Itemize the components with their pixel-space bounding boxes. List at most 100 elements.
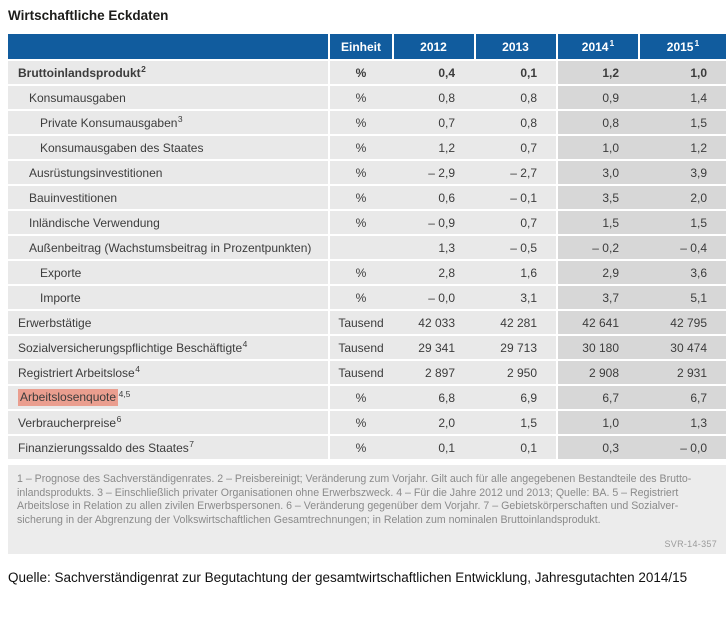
value-cell: – 2,7 xyxy=(474,161,556,184)
unit-cell: % xyxy=(328,161,392,184)
value-cell: – 0,4 xyxy=(638,236,726,259)
table-row: Erwerbstätige Tausend 42 033 42 281 42 6… xyxy=(8,311,726,334)
value-cell: 3,1 xyxy=(474,286,556,309)
value-cell: 29 341 xyxy=(392,336,474,359)
row-label: Bruttoinlandsprodukt 2 xyxy=(8,61,328,84)
value-cell: 0,8 xyxy=(392,86,474,109)
row-label: Importe xyxy=(8,286,328,309)
value-cell: 42 795 xyxy=(638,311,726,334)
row-label: Verbraucherpreise 6 xyxy=(8,411,328,434)
value-cell: 2,0 xyxy=(392,411,474,434)
value-cell: 1,2 xyxy=(556,61,638,84)
unit-cell: Tausend xyxy=(328,336,392,359)
value-cell: 6,9 xyxy=(474,386,556,409)
value-cell: 30 180 xyxy=(556,336,638,359)
header-label-spacer xyxy=(8,34,328,59)
footnote-line: Arbeitslose in Relation zu allen zivilen… xyxy=(17,500,679,513)
value-cell: 3,9 xyxy=(638,161,726,184)
row-label-text: Erwerbstätige xyxy=(18,315,92,330)
value-cell: 5,1 xyxy=(638,286,726,309)
table-row: Arbeitslosenquote 4,5 % 6,8 6,9 6,7 6,7 xyxy=(8,386,726,409)
value-cell: 2,9 xyxy=(556,261,638,284)
row-label-footnote-ref: 4,5 xyxy=(118,389,131,400)
value-cell: 29 713 xyxy=(474,336,556,359)
value-cell: 1,6 xyxy=(474,261,556,284)
row-label-text: Inländische Verwendung xyxy=(29,215,160,230)
table-row: Außenbeitrag (Wachstumsbeitrag in Prozen… xyxy=(8,236,726,259)
row-label-text: Finanzierungssaldo des Staates xyxy=(18,440,189,455)
value-cell: 2,0 xyxy=(638,186,726,209)
table-row: Private Konsumausgaben 3 % 0,7 0,8 0,8 1,… xyxy=(8,111,726,134)
row-label-text: Konsumausgaben xyxy=(29,90,126,105)
value-cell: 1,0 xyxy=(556,411,638,434)
row-label: Konsumausgaben xyxy=(8,86,328,109)
table-row: Verbraucherpreise 6 % 2,0 1,5 1,0 1,3 xyxy=(8,411,726,434)
value-cell: – 0,2 xyxy=(556,236,638,259)
unit-cell: % xyxy=(328,436,392,459)
value-cell: – 0,0 xyxy=(638,436,726,459)
value-cell: 0,1 xyxy=(474,436,556,459)
table-row: Sozialversicherungspflichtige Beschäftig… xyxy=(8,336,726,359)
value-cell: 2 950 xyxy=(474,361,556,384)
value-cell: 0,4 xyxy=(392,61,474,84)
value-cell: 1,0 xyxy=(638,61,726,84)
page-title: Wirtschaftliche Eckdaten xyxy=(8,8,169,23)
unit-cell: % xyxy=(328,136,392,159)
value-cell: – 0,0 xyxy=(392,286,474,309)
row-label-text: Exporte xyxy=(40,265,82,280)
table-row: Importe % – 0,0 3,1 3,7 5,1 xyxy=(8,286,726,309)
row-label: Arbeitslosenquote 4,5 xyxy=(8,386,328,409)
value-cell: 42 281 xyxy=(474,311,556,334)
row-label-text: Außenbeitrag (Wachstumsbeitrag in Prozen… xyxy=(29,240,312,255)
header-year-2013: 2013 xyxy=(474,34,556,59)
value-cell: 1,3 xyxy=(638,411,726,434)
value-cell: 0,8 xyxy=(474,86,556,109)
value-cell: 0,7 xyxy=(474,211,556,234)
row-label: Exporte xyxy=(8,261,328,284)
value-cell: – 0,1 xyxy=(474,186,556,209)
header-year-2015: 2015 1 xyxy=(638,34,726,59)
unit-cell: % xyxy=(328,186,392,209)
row-label-footnote-ref: 2 xyxy=(141,64,146,75)
row-label: Bauinvestitionen xyxy=(8,186,328,209)
value-cell: – 0,5 xyxy=(474,236,556,259)
value-cell: 0,8 xyxy=(474,111,556,134)
row-label: Inländische Verwendung xyxy=(8,211,328,234)
footnote-block: 1 – Prognose des Sachverständigenrates. … xyxy=(8,465,726,555)
value-cell: 1,5 xyxy=(556,211,638,234)
row-label: Konsumausgaben des Staates xyxy=(8,136,328,159)
figure-code: SVR-14-357 xyxy=(664,539,717,550)
value-cell: 42 033 xyxy=(392,311,474,334)
row-label: Außenbeitrag (Wachstumsbeitrag in Prozen… xyxy=(8,236,328,259)
unit-cell: % xyxy=(328,211,392,234)
row-label-footnote-ref: 3 xyxy=(177,114,183,125)
value-cell: 0,3 xyxy=(556,436,638,459)
header-year-2012: 2012 xyxy=(392,34,474,59)
value-cell: 1,2 xyxy=(638,136,726,159)
row-label-text: Ausrüstungsinvestitionen xyxy=(29,165,163,180)
footnote-line: 1 – Prognose des Sachverständigenrates. … xyxy=(17,473,692,485)
row-label: Erwerbstätige xyxy=(8,311,328,334)
value-cell: 6,7 xyxy=(638,386,726,409)
value-cell: 3,7 xyxy=(556,286,638,309)
value-cell: 1,5 xyxy=(638,211,726,234)
value-cell: 1,5 xyxy=(474,411,556,434)
row-label-text: Importe xyxy=(40,290,81,305)
value-cell: 2,8 xyxy=(392,261,474,284)
table-row: Konsumausgaben % 0,8 0,8 0,9 1,4 xyxy=(8,86,726,109)
row-label: Registriert Arbeitslose 4 xyxy=(8,361,328,384)
table-row: Bauinvestitionen % 0,6 – 0,1 3,5 2,0 xyxy=(8,186,726,209)
row-label-text: Private Konsumausgaben xyxy=(40,115,178,130)
table-body: Bruttoinlandsprodukt 2 % 0,4 0,1 1,2 1,0 … xyxy=(8,61,726,459)
value-cell: 2 908 xyxy=(556,361,638,384)
table-row: Exporte % 2,8 1,6 2,9 3,6 xyxy=(8,261,726,284)
table-row: Finanzierungssaldo des Staates 7 % 0,1 0,… xyxy=(8,436,726,459)
row-label: Private Konsumausgaben 3 xyxy=(8,111,328,134)
source-note: Quelle: Sachverständigenrat zur Begutach… xyxy=(8,570,688,586)
unit-cell: % xyxy=(328,111,392,134)
footnote-line: sicherung in der Abgrenzung der Volkswir… xyxy=(17,513,601,526)
value-cell: 1,3 xyxy=(392,236,474,259)
unit-cell: Tausend xyxy=(328,311,392,334)
value-cell: 6,8 xyxy=(392,386,474,409)
value-cell: 3,0 xyxy=(556,161,638,184)
